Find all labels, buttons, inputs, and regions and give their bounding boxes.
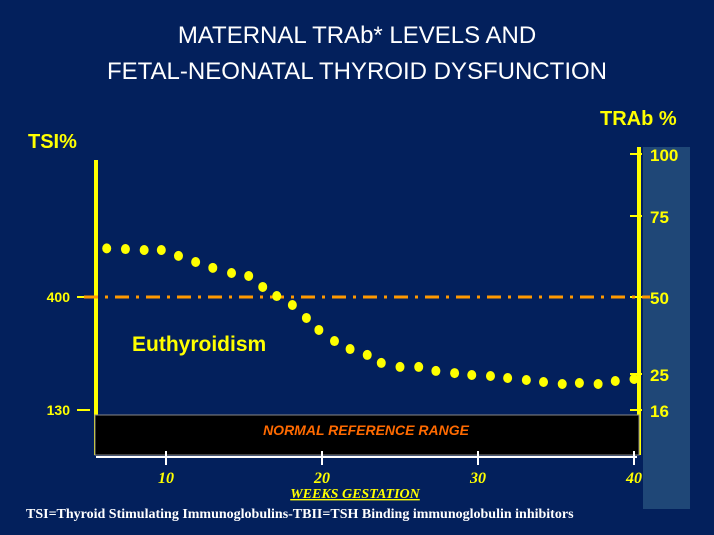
data-point [345, 344, 355, 355]
data-point [610, 376, 620, 386]
right-tick-label: 100 [650, 146, 678, 165]
data-point [521, 375, 531, 385]
data-point [301, 312, 311, 323]
right-tick-label: 50 [650, 289, 669, 308]
data-point [539, 377, 549, 387]
x-tick-label: 20 [313, 470, 330, 487]
right-tick-label: 75 [650, 208, 669, 227]
euthyroidism-label: Euthyroidism [132, 333, 266, 356]
footnote: TSI=Thyroid Stimulating Immunoglobulins-… [26, 507, 574, 522]
data-point [314, 324, 324, 335]
x-tick-label: 30 [469, 470, 486, 487]
right-axis-label: TRAb % [600, 108, 677, 130]
data-point [139, 245, 149, 256]
data-point [629, 374, 639, 384]
chart-title-line1: MATERNAL TRAb* LEVELS AND [177, 22, 537, 49]
data-point [503, 373, 513, 383]
x-axis-label: WEEKS GESTATION [290, 487, 420, 502]
data-point [227, 268, 237, 279]
right-tick-label: 25 [650, 366, 669, 385]
data-point [208, 262, 218, 273]
right-tick-label: 16 [650, 402, 669, 421]
normal-reference-range-box [94, 414, 640, 456]
data-point [173, 250, 183, 261]
right-axis-panel [643, 147, 690, 509]
data-point [258, 281, 268, 292]
data-point [191, 257, 201, 268]
chart-title-line2: FETAL-NEONATAL THYROID DYSFUNCTION [106, 58, 608, 85]
data-point [376, 357, 386, 368]
data-point [244, 270, 254, 281]
data-point [450, 368, 460, 379]
x-tick-label: 10 [158, 470, 174, 487]
data-point [156, 245, 166, 256]
data-point [485, 371, 495, 381]
data-point [557, 379, 567, 389]
left-tick-label: 130 [47, 402, 71, 418]
data-point [329, 336, 339, 347]
left-axis-label: TSI% [28, 131, 77, 153]
data-point [395, 361, 405, 372]
data-point [102, 243, 112, 254]
normal-reference-range-label: NORMAL REFERENCE RANGE [263, 422, 470, 438]
data-point [467, 370, 477, 380]
data-point [574, 378, 584, 388]
data-point [120, 244, 130, 255]
data-point [431, 365, 441, 376]
data-point [272, 291, 282, 302]
data-point [593, 379, 603, 389]
data-point [414, 361, 424, 372]
left-tick-label: 400 [47, 289, 71, 305]
x-tick-label: 40 [625, 470, 642, 487]
data-point [287, 300, 297, 311]
data-point [362, 349, 372, 360]
